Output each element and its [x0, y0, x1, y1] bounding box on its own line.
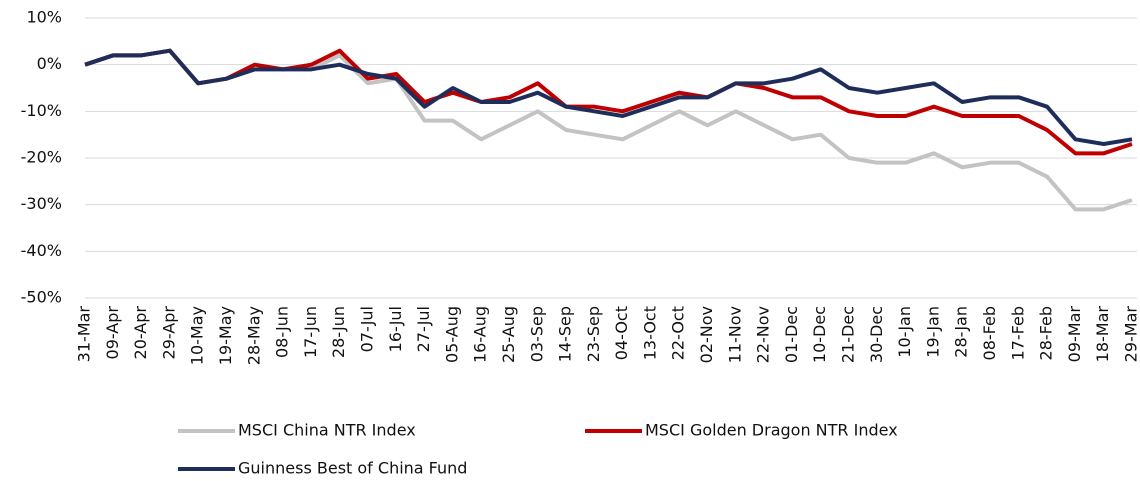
x-tick-label: 08-Feb — [980, 306, 999, 360]
x-tick-label: 21-Dec — [839, 306, 858, 363]
x-tick-label: 04-Oct — [612, 306, 631, 360]
x-tick-label: 16-Jul — [386, 306, 405, 352]
x-tick-label: 30-Dec — [867, 306, 886, 363]
x-tick-label: 25-Aug — [499, 306, 518, 363]
x-tick-label: 28-Feb — [1037, 306, 1056, 360]
y-tick-label: -10% — [21, 101, 62, 120]
x-tick-label: 28-May — [244, 306, 263, 365]
x-tick-label: 22-Oct — [669, 306, 688, 360]
x-tick-label: 20-Apr — [131, 306, 150, 360]
y-tick-label: -30% — [21, 194, 62, 213]
x-tick-label: 17-Feb — [1008, 306, 1027, 360]
y-tick-label: -40% — [21, 241, 62, 260]
x-tick-label: 14-Sep — [556, 306, 575, 362]
x-tick-label: 03-Sep — [527, 306, 546, 362]
legend-label: MSCI Golden Dragon NTR Index — [645, 421, 898, 440]
x-tick-label: 09-Apr — [103, 306, 122, 360]
x-tick-label: 10-Dec — [810, 306, 829, 363]
x-tick-label: 31-Mar — [75, 306, 94, 363]
x-tick-label: 07-Jul — [357, 306, 376, 352]
x-tick-label: 13-Oct — [640, 306, 659, 360]
x-tick-label: 22-Nov — [754, 306, 773, 363]
x-tick-label: 05-Aug — [442, 306, 461, 363]
y-tick-label: 10% — [26, 8, 62, 27]
x-tick-label: 10-Jan — [895, 306, 914, 358]
x-tick-label: 29-Mar — [1122, 306, 1140, 363]
x-tick-label: 11-Nov — [725, 306, 744, 363]
legend-label: Guinness Best of China Fund — [238, 459, 467, 478]
x-tick-label: 01-Dec — [782, 306, 801, 363]
x-tick-label: 17-Jun — [301, 306, 320, 358]
x-tick-label: 19-Jan — [923, 306, 942, 358]
series-line — [84, 48, 1133, 156]
x-tick-label: 09-Mar — [1065, 306, 1084, 363]
x-tick-label: 27-Jul — [414, 306, 433, 352]
legend-label: MSCI China NTR Index — [238, 421, 416, 440]
x-tick-label: 29-Apr — [159, 306, 178, 360]
x-tick-label: 16-Aug — [471, 306, 490, 363]
x-tick-label: 28-Jun — [329, 306, 348, 358]
y-tick-label: -50% — [21, 288, 62, 307]
x-tick-label: 08-Jun — [273, 306, 292, 358]
x-tick-label: 19-May — [216, 306, 235, 365]
x-tick-label: 28-Jan — [952, 306, 971, 358]
x-tick-label: 23-Sep — [584, 306, 603, 362]
y-tick-label: -20% — [21, 148, 62, 167]
x-tick-label: 18-Mar — [1093, 306, 1112, 363]
x-tick-label: 02-Nov — [697, 306, 716, 363]
x-tick-label: 10-May — [188, 306, 207, 365]
y-tick-label: 0% — [37, 54, 62, 73]
series-line — [84, 48, 1133, 146]
